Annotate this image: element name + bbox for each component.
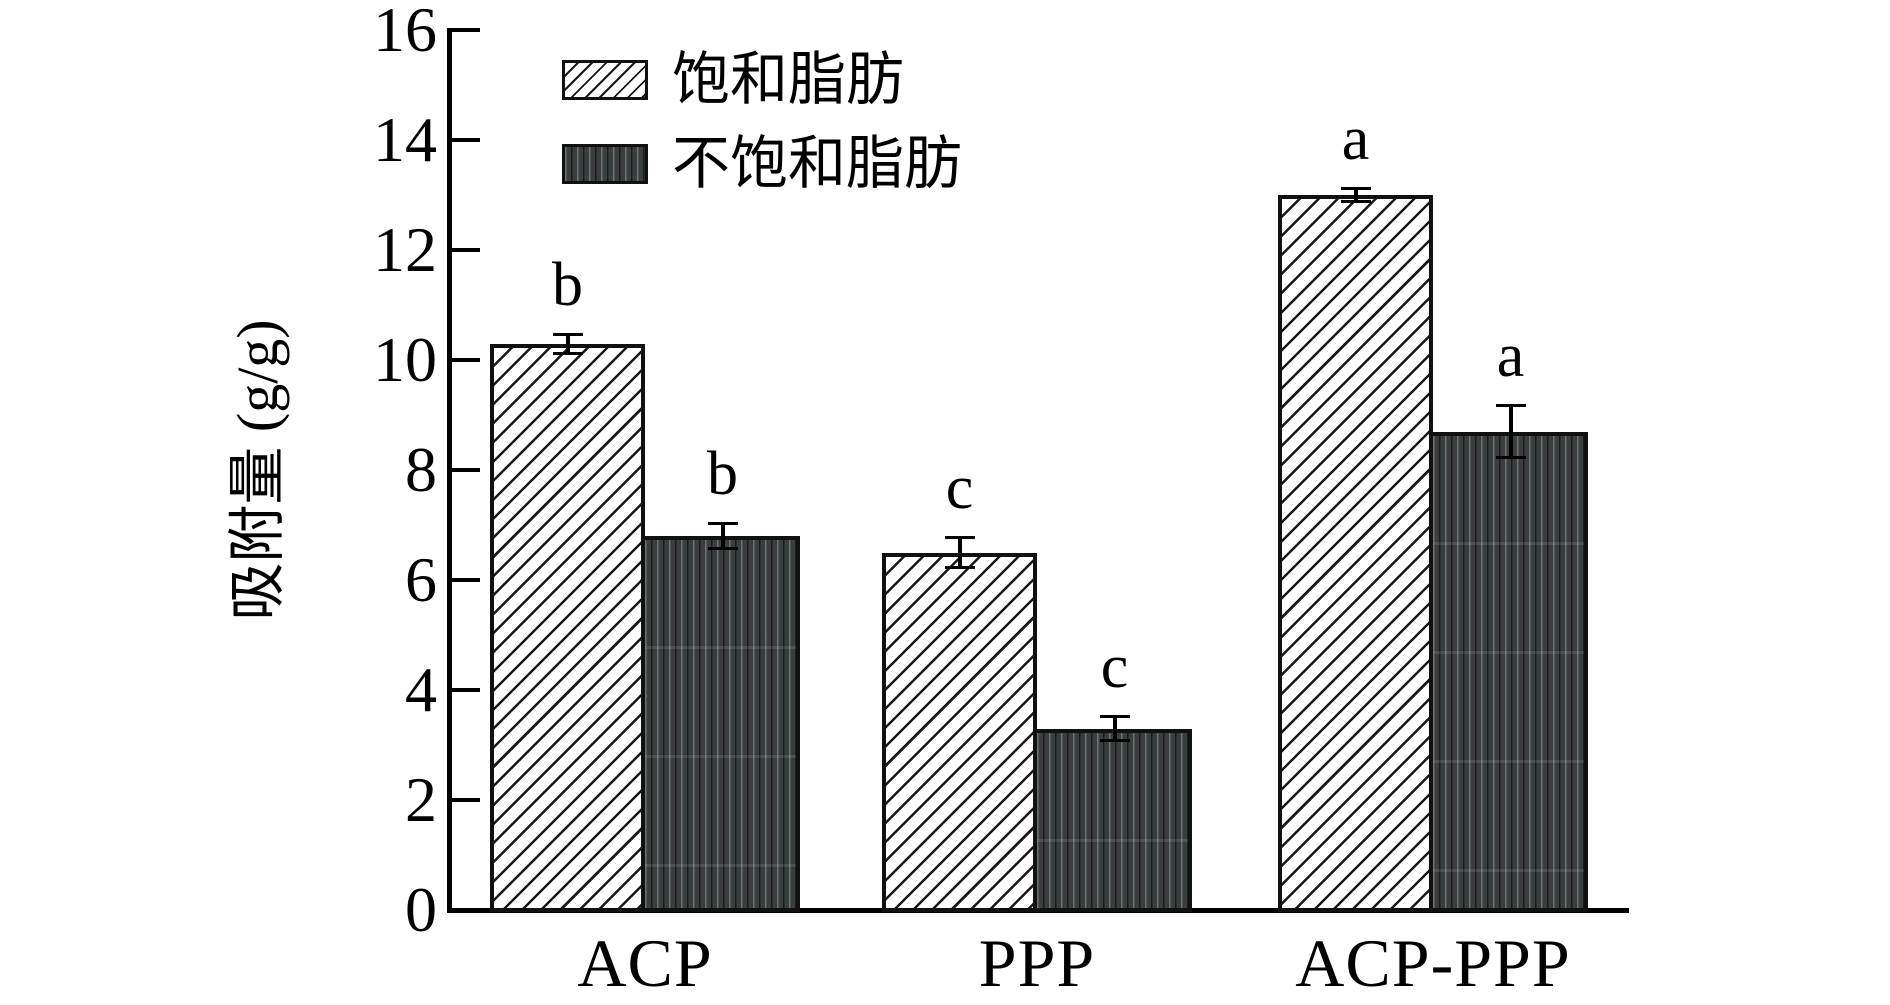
sig-letter-ppp-series0: c <box>945 454 974 522</box>
y-axis-title: 吸附量 (g/g) <box>225 319 290 621</box>
legend-swatch-hatch-icon <box>562 60 648 100</box>
error-bar-ppp-series1 <box>1098 714 1132 743</box>
sig-letter-acp-series0: b <box>552 250 583 319</box>
y-tick-8 <box>452 468 480 472</box>
bar-ppp-series1 <box>1033 728 1192 912</box>
bar-acp-series1 <box>641 536 800 912</box>
y-tick-label-12: 12 <box>373 214 437 285</box>
y-axis-line <box>447 28 452 912</box>
x-axis-label-acp: ACP <box>577 925 713 1001</box>
bar-acp-ppp-series1 <box>1429 431 1588 912</box>
legend-label-unsaturated-fat: 不饱和脂肪 <box>672 131 963 196</box>
y-tick-4 <box>452 688 480 692</box>
y-tick-label-2: 2 <box>405 764 437 835</box>
y-tick-6 <box>452 578 480 582</box>
legend-item-unsaturated-fat: 不饱和脂肪 <box>562 122 962 206</box>
sig-letter-acp-ppp-series1: a <box>1496 322 1525 390</box>
legend-label-saturated-fat: 饱和脂肪 <box>672 47 905 112</box>
y-tick-label-8: 8 <box>405 434 437 505</box>
y-tick-label-4: 4 <box>405 654 437 725</box>
x-axis-label-ppp: PPP <box>978 925 1096 1001</box>
y-tick-label-16: 16 <box>373 0 437 65</box>
y-tick-2 <box>452 798 480 802</box>
sig-letter-ppp-series1: c <box>1100 632 1129 701</box>
y-tick-label-0: 0 <box>405 874 437 945</box>
legend-item-saturated-fat: 饱和脂肪 <box>562 38 962 122</box>
bar-acp-series0 <box>490 343 645 912</box>
legend: 饱和脂肪 不饱和脂肪 <box>562 38 962 206</box>
y-tick-16 <box>452 28 480 32</box>
bar-ppp-series0 <box>882 552 1037 912</box>
bar-acp-ppp-series0 <box>1278 195 1433 912</box>
y-tick-12 <box>452 248 480 252</box>
x-axis-label-acp-ppp: ACP-PPP <box>1295 925 1571 1001</box>
sig-letter-acp-series1: b <box>707 440 738 509</box>
error-bar-acp-series1 <box>706 522 740 550</box>
error-bar-ppp-series0 <box>943 536 977 569</box>
y-tick-14 <box>452 138 480 142</box>
y-tick-label-10: 10 <box>373 324 437 395</box>
y-tick-10 <box>452 358 480 362</box>
error-bar-acp-ppp-series0 <box>1339 186 1373 204</box>
y-tick-label-14: 14 <box>373 104 437 175</box>
error-bar-acp-ppp-series1 <box>1494 404 1528 459</box>
sig-letter-acp-ppp-series0: a <box>1341 104 1370 173</box>
legend-swatch-dark-icon <box>562 144 648 184</box>
error-bar-acp-series0 <box>551 332 585 355</box>
y-tick-label-6: 6 <box>405 544 437 615</box>
